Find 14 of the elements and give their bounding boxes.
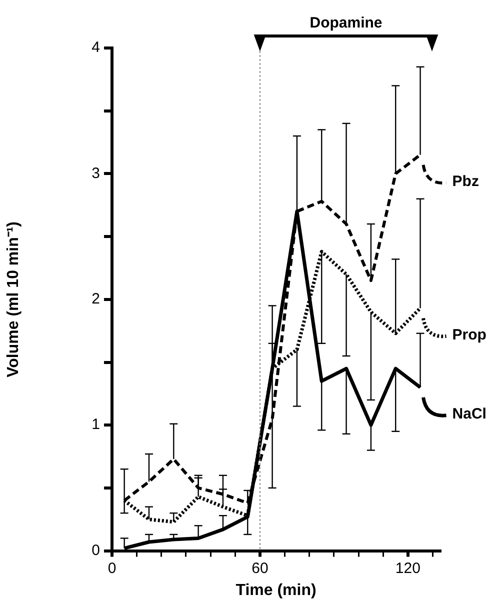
legend-label: Prop	[452, 326, 486, 344]
y-tick-label: 2	[92, 290, 100, 308]
y-tick-label: 4	[92, 39, 100, 56]
x-tick-label: 0	[108, 560, 116, 577]
x-tick-label: 120	[395, 560, 420, 577]
y-axis-title: Volume (ml 10 min⁻¹)	[5, 221, 22, 378]
text: Dopamine	[310, 14, 382, 32]
legend-label: NaCl	[452, 406, 486, 423]
legend-label: Pbz	[452, 172, 479, 190]
x-axis-title: Time (min)	[236, 582, 316, 599]
y-tick-label: 1	[92, 416, 100, 434]
y-tick-label: 0	[92, 542, 100, 559]
y-tick-label: 3	[92, 164, 100, 182]
x-tick-label: 60	[252, 560, 268, 577]
